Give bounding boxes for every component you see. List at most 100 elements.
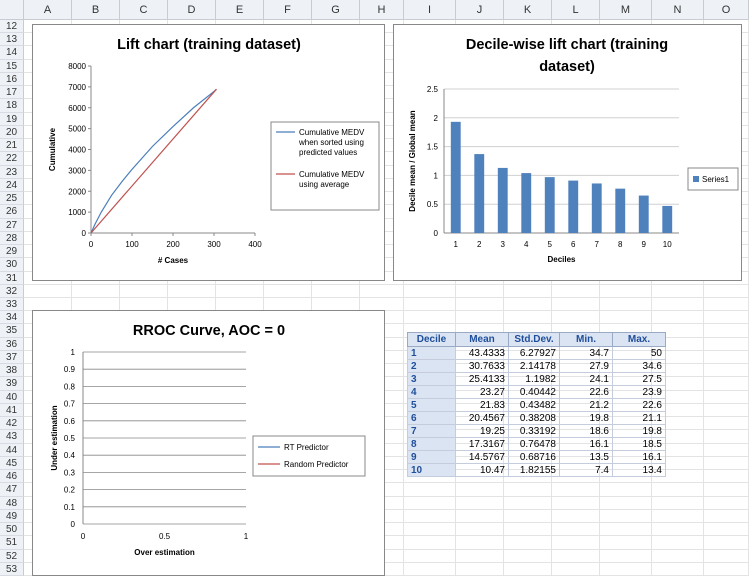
row-header-37[interactable]: 37 bbox=[0, 350, 24, 365]
row-header-19[interactable]: 19 bbox=[0, 112, 24, 126]
gridline-horizontal bbox=[24, 389, 749, 391]
row-header-32[interactable]: 32 bbox=[0, 284, 24, 298]
table-header-stddev: Std.Dev. bbox=[508, 332, 560, 347]
row-header-16[interactable]: 16 bbox=[0, 72, 24, 87]
row-header-36[interactable]: 36 bbox=[0, 337, 24, 351]
row-header-24[interactable]: 24 bbox=[0, 178, 24, 193]
row-header-44[interactable]: 44 bbox=[0, 443, 24, 457]
row-header-49[interactable]: 49 bbox=[0, 509, 24, 524]
bar-decile-1 bbox=[450, 121, 461, 233]
row-header-15[interactable]: 15 bbox=[0, 59, 24, 73]
row-header-35[interactable]: 35 bbox=[0, 324, 24, 338]
x-tick-label: 7 bbox=[595, 240, 600, 249]
row-header-41[interactable]: 41 bbox=[0, 403, 24, 418]
y-tick-label: 0.8 bbox=[64, 382, 76, 391]
column-header-a[interactable]: A bbox=[24, 0, 72, 20]
legend-entry: Series1 bbox=[702, 175, 730, 184]
lift-chart[interactable]: Lift chart (training dataset) 0 1000 2000 30… bbox=[32, 24, 385, 281]
decile-cell: 4 bbox=[407, 385, 456, 399]
column-header-k[interactable]: K bbox=[504, 0, 552, 20]
gridline-horizontal bbox=[24, 244, 749, 246]
bar-decile-10 bbox=[662, 205, 673, 233]
row-header-26[interactable]: 26 bbox=[0, 205, 24, 219]
row-header-47[interactable]: 47 bbox=[0, 483, 24, 497]
gridline-horizontal bbox=[24, 257, 749, 259]
row-header-30[interactable]: 30 bbox=[0, 258, 24, 272]
x-axis-label: Over estimation bbox=[134, 548, 195, 557]
gridline-horizontal bbox=[24, 349, 749, 351]
row-header-53[interactable]: 53 bbox=[0, 562, 24, 576]
row-header-50[interactable]: 50 bbox=[0, 523, 24, 537]
row-header-18[interactable]: 18 bbox=[0, 99, 24, 113]
column-header-f[interactable]: F bbox=[264, 0, 312, 20]
column-header-o[interactable]: O bbox=[704, 0, 749, 20]
x-tick-label: 8 bbox=[618, 240, 623, 249]
row-header-43[interactable]: 43 bbox=[0, 430, 24, 444]
gridline-horizontal bbox=[24, 336, 749, 338]
row-header-33[interactable]: 33 bbox=[0, 298, 24, 312]
row-header-48[interactable]: 48 bbox=[0, 496, 24, 510]
row-header-22[interactable]: 22 bbox=[0, 152, 24, 166]
decile-cell: 1 bbox=[407, 346, 456, 360]
row-header-27[interactable]: 27 bbox=[0, 218, 24, 232]
y-tick-label: 1.5 bbox=[427, 143, 439, 152]
row-header-14[interactable]: 14 bbox=[0, 46, 24, 60]
column-header-c[interactable]: C bbox=[120, 0, 168, 20]
row-header-28[interactable]: 28 bbox=[0, 231, 24, 246]
gridline-horizontal bbox=[24, 124, 749, 126]
row-header-39[interactable]: 39 bbox=[0, 377, 24, 391]
x-tick-label: 1 bbox=[454, 240, 459, 249]
column-header-e[interactable]: E bbox=[216, 0, 264, 20]
column-header-g[interactable]: G bbox=[312, 0, 360, 20]
gridline-horizontal bbox=[24, 230, 749, 232]
decile-lift-chart-svg: Decile-wise lift chart (training dataset)… bbox=[408, 37, 739, 264]
table-cell-min: 22.6 bbox=[559, 385, 613, 399]
column-header-m[interactable]: M bbox=[600, 0, 652, 20]
table-cell-mean: 30.7633 bbox=[455, 359, 509, 373]
row-header-17[interactable]: 17 bbox=[0, 86, 24, 100]
column-header-h[interactable]: H bbox=[360, 0, 404, 20]
table-cell-stddev: 6.27927 bbox=[508, 346, 560, 360]
bar-decile-6 bbox=[568, 180, 579, 233]
x-tick-label: 6 bbox=[571, 240, 576, 249]
row-header-34[interactable]: 34 bbox=[0, 311, 24, 325]
row-header-12[interactable]: 12 bbox=[0, 20, 24, 34]
gridline-horizontal bbox=[24, 138, 749, 140]
table-cell-stddev: 0.38208 bbox=[508, 411, 560, 425]
row-header-23[interactable]: 23 bbox=[0, 165, 24, 179]
row-header-45[interactable]: 45 bbox=[0, 456, 24, 471]
row-header-13[interactable]: 13 bbox=[0, 33, 24, 47]
gridline-horizontal bbox=[24, 98, 749, 100]
row-header-38[interactable]: 38 bbox=[0, 364, 24, 378]
column-header-i[interactable]: I bbox=[404, 0, 456, 20]
decile-lift-chart[interactable]: Decile-wise lift chart (training dataset)… bbox=[393, 24, 742, 281]
x-axis-label: # Cases bbox=[158, 256, 189, 265]
row-header-31[interactable]: 31 bbox=[0, 271, 24, 285]
y-tick-label: 8000 bbox=[68, 62, 86, 71]
column-header-b[interactable]: B bbox=[72, 0, 120, 20]
select-all-corner[interactable] bbox=[0, 0, 24, 20]
table-cell-min: 7.4 bbox=[559, 463, 613, 477]
column-header-d[interactable]: D bbox=[168, 0, 216, 20]
row-header-42[interactable]: 42 bbox=[0, 417, 24, 431]
row-header-21[interactable]: 21 bbox=[0, 139, 24, 153]
row-header-29[interactable]: 29 bbox=[0, 245, 24, 259]
row-header-20[interactable]: 20 bbox=[0, 125, 24, 140]
column-header-j[interactable]: J bbox=[456, 0, 504, 20]
y-tick-label: 0 bbox=[71, 520, 76, 529]
gridline-vertical bbox=[455, 20, 456, 576]
table-cell-max: 16.1 bbox=[612, 450, 666, 464]
decile-cell: 9 bbox=[407, 450, 456, 464]
row-header-51[interactable]: 51 bbox=[0, 536, 24, 550]
y-tick-label: 6000 bbox=[68, 104, 86, 113]
row-header-52[interactable]: 52 bbox=[0, 549, 24, 563]
y-tick-label: 7000 bbox=[68, 83, 86, 92]
rroc-chart[interactable]: RROC Curve, AOC = 0 0 0.1 0.2 0.3 0.4 0.5 0.6 0.… bbox=[32, 310, 385, 576]
row-header-40[interactable]: 40 bbox=[0, 390, 24, 404]
gridline-horizontal bbox=[24, 111, 749, 113]
column-header-n[interactable]: N bbox=[652, 0, 704, 20]
row-header-25[interactable]: 25 bbox=[0, 192, 24, 206]
row-header-46[interactable]: 46 bbox=[0, 470, 24, 484]
column-header-l[interactable]: L bbox=[552, 0, 600, 20]
